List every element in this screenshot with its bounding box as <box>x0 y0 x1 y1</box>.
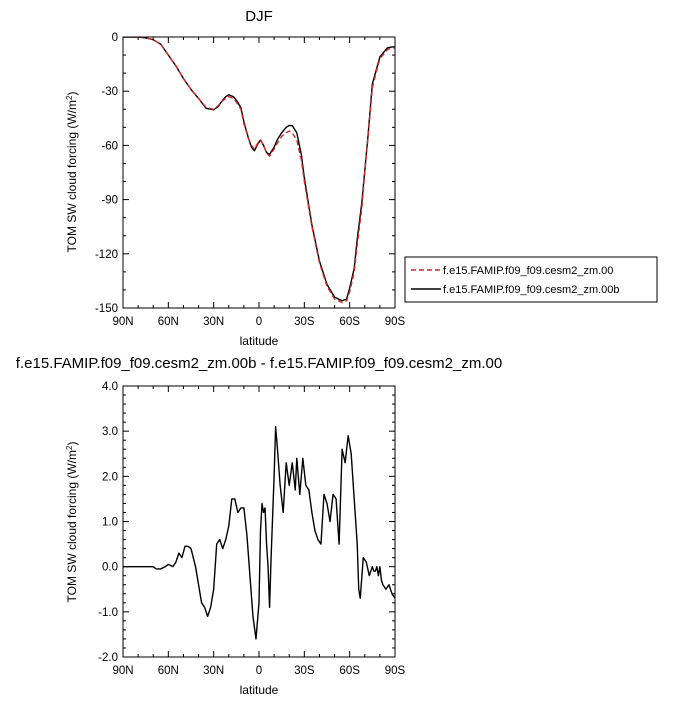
y-tick-label: -2.0 <box>98 652 118 664</box>
tick-group: 90N 60N 30N 0 30S 60S 90S 4.0 3.0 2.0 1.0 0.0 -1.0 -2… <box>98 381 405 677</box>
y-axis-label: TOM SW cloud forcing (W/m2) <box>65 92 80 253</box>
y-tick-label: -90 <box>101 195 118 207</box>
chart-title: DJF <box>245 8 273 25</box>
x-tick-label: 30S <box>294 316 315 328</box>
series-line <box>123 37 395 302</box>
x-tick-label: 60S <box>339 665 360 677</box>
x-axis-label: latitude <box>240 334 279 348</box>
x-tick-label: 30N <box>203 665 224 677</box>
x-tick-label: 0 <box>256 665 262 677</box>
x-tick-label: 30S <box>294 665 315 677</box>
y-tick-label: -30 <box>101 86 118 98</box>
series-line <box>123 37 395 304</box>
y-tick-label: -150 <box>95 303 118 315</box>
legend: f.e15.FAMIP.f09_f09.cesm2_zm.00 f.e15.FA… <box>404 256 658 303</box>
y-tick-label: 1.0 <box>102 517 118 529</box>
y-axis-label-text: TOM SW cloud forcing (W/m <box>65 100 79 252</box>
y-axis-label-text: TOM SW cloud forcing (W/m <box>65 450 79 602</box>
y-tick-label: -60 <box>101 140 118 152</box>
y-tick-label: 0 <box>112 32 118 44</box>
y-tick-label: 4.0 <box>102 381 118 393</box>
y-axis-label-close: ) <box>65 92 79 96</box>
x-tick-label: 90S <box>385 316 406 328</box>
y-tick-label: -120 <box>95 249 118 261</box>
x-tick-label: 0 <box>256 316 262 328</box>
y-tick-label: 0.0 <box>102 562 118 574</box>
y-axis-label-close: ) <box>65 442 79 446</box>
tick-group: 90N 60N 30N 0 30S 60S 90S 0 -30 -60 -90 -120 -150 <box>95 32 406 328</box>
x-tick-label: 60N <box>158 316 179 328</box>
y-axis-label-superscript: 2 <box>65 95 74 100</box>
panel-difference: f.e15.FAMIP.f09_f09.cesm2_zm.00b - f.e15… <box>16 355 502 697</box>
x-tick-label: 60S <box>339 316 360 328</box>
x-tick-label: 90N <box>112 316 133 328</box>
legend-box <box>404 256 658 303</box>
legend-label-00b: f.e15.FAMIP.f09_f09.cesm2_zm.00b <box>443 284 620 296</box>
legend-label-00: f.e15.FAMIP.f09_f09.cesm2_zm.00 <box>443 265 613 277</box>
y-tick-label: 3.0 <box>102 426 118 438</box>
panel-djf: DJF 90N 60N 30N 0 30S 60S 90S 0 -30 -60 -90 -120 -15… <box>65 8 658 348</box>
series-group <box>123 37 395 304</box>
plot-frame <box>122 385 396 658</box>
y-axis-label: TOM SW cloud forcing (W/m2) <box>65 442 80 603</box>
x-axis-label: latitude <box>240 683 279 697</box>
series-line <box>123 425 395 640</box>
y-tick-label: 2.0 <box>102 471 118 483</box>
series-group <box>123 425 395 640</box>
x-tick-label: 60N <box>158 665 179 677</box>
y-tick-label: -1.0 <box>98 607 118 619</box>
x-tick-label: 90S <box>385 665 406 677</box>
chart-title: f.e15.FAMIP.f09_f09.cesm2_zm.00b - f.e15… <box>16 355 502 372</box>
x-tick-label: 30N <box>203 316 224 328</box>
x-tick-label: 90N <box>112 665 133 677</box>
y-axis-label-superscript: 2 <box>65 445 74 450</box>
